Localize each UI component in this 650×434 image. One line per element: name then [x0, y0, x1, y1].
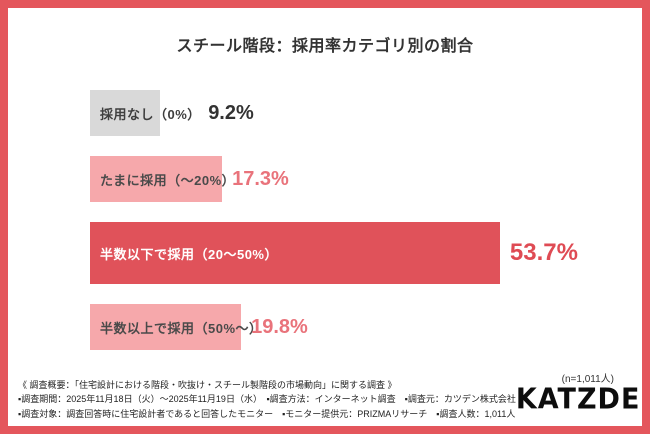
survey-detail-line-2: ▪調査対象：調査回答時に住宅設計者であると回答したモニター ▪モニター提供元：P… [18, 408, 516, 419]
bar-chart: 採用なし（0%） 9.2% たまに採用（〜20%） 17.3% 半数以下で採用（… [90, 90, 642, 350]
bar-row-adoption-under-half: 半数以下で採用（20〜50%） 53.7% [90, 222, 642, 284]
category-label-adoption-none: 採用なし（0%） [100, 106, 201, 122]
category-label-adoption-under-half: 半数以下で採用（20〜50%） [100, 246, 278, 262]
bar-adoption-over-half: 半数以上で採用（50%〜） [90, 304, 262, 350]
survey-info: 《 調査概要：「住宅設計における階段・吹抜け・スチール製階段の市場動向」に関する… [18, 378, 516, 421]
value-label-adoption-under-half: 53.7% [509, 239, 578, 266]
survey-overview-line: 《 調査概要：「住宅設計における階段・吹抜け・スチール製階段の市場動向」に関する… [18, 379, 397, 390]
bar-row-adoption-over-half: 半数以上で採用（50%〜） 19.8% [90, 304, 642, 350]
bar-row-adoption-sometimes: たまに採用（〜20%） 17.3% [90, 156, 642, 202]
chart-title: スチール階段：採用率カテゴリ別の割合 [176, 38, 474, 55]
value-label-adoption-sometimes: 17.3% [232, 167, 289, 190]
bar-adoption-sometimes: たまに採用（〜20%） [90, 156, 235, 202]
value-label-adoption-over-half: 19.8% [251, 315, 308, 338]
katzden-logo: KATZDEN [515, 383, 642, 416]
bar-adoption-under-half: 半数以下で採用（20〜50%） [90, 222, 500, 284]
category-label-adoption-sometimes: たまに採用（〜20%） [100, 172, 236, 188]
sample-size-note: (n=1,011人) [561, 374, 614, 385]
value-label-adoption-none: 9.2% [208, 101, 254, 124]
category-label-adoption-over-half: 半数以上で採用（50%〜） [100, 320, 263, 336]
footer: 《 調査概要：「住宅設計における階段・吹抜け・スチール製階段の市場動向」に関する… [18, 378, 642, 421]
bar-adoption-none: 採用なし（0%） [90, 90, 200, 136]
survey-detail-line-1: ▪調査期間：2025年11月18日（火）〜2025年11月19日（水） ▪調査方… [18, 394, 516, 405]
chart-card: スチール階段：採用率カテゴリ別の割合 採用なし（0%） 9.2% たまに採用（〜… [8, 8, 642, 426]
bar-row-adoption-none: 採用なし（0%） 9.2% [90, 90, 642, 136]
